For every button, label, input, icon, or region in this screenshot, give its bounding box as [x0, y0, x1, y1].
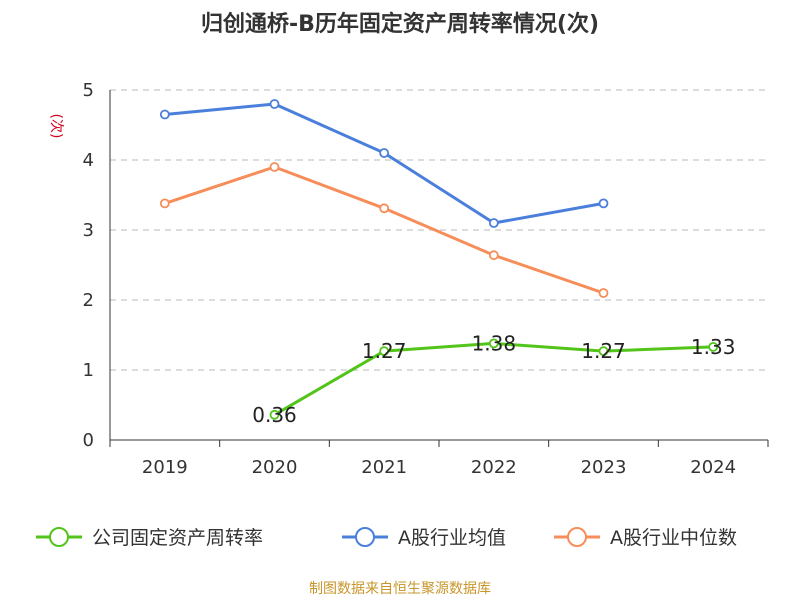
axes: 0 1 2 3 4 5 2019 2020 2021 2022 2023 2024 (次): [48, 80, 769, 478]
data-point: [159, 198, 170, 209]
data-point: [598, 288, 609, 298]
x-tick-label: 2024: [690, 457, 736, 478]
data-label: 1.27: [581, 339, 626, 363]
data-point: [488, 338, 499, 349]
legend-label: A股行业中位数: [610, 527, 737, 549]
y-tick-label: 5: [83, 80, 94, 101]
legend-marker: [49, 527, 69, 547]
grid-lines: [110, 89, 768, 371]
y-tick-label: 0: [83, 430, 94, 451]
data-label: 0.36: [252, 403, 297, 427]
series-line: [164, 165, 604, 295]
data-label: 1.33: [691, 335, 736, 359]
legend-label: 公司固定资产周转率: [92, 527, 263, 549]
y-tick-label: 1: [83, 360, 94, 381]
series-group: [159, 99, 719, 420]
data-labels: 0.36 1.27 1.38 1.27 1.33: [252, 331, 735, 426]
source-footer: 制图数据来自恒生聚源数据库: [309, 581, 491, 597]
x-tick-label: 2020: [252, 457, 298, 478]
data-point: [379, 148, 390, 158]
y-tick-label: 2: [83, 290, 94, 311]
data-point: [269, 99, 280, 109]
legend-label: A股行业均值: [398, 527, 506, 549]
legend: 公司固定资产周转率 A股行业均值 A股行业中位数: [36, 527, 737, 549]
x-tick-label: 2019: [142, 457, 188, 478]
data-point: [488, 218, 499, 228]
data-point: [598, 198, 609, 209]
chart-title: 归创通桥-B历年固定资产周转率情况(次): [200, 12, 599, 37]
x-tick-label: 2021: [361, 457, 407, 478]
data-point: [269, 409, 280, 420]
data-point: [379, 346, 390, 357]
y-tick-label: 4: [83, 150, 94, 171]
data-label: 1.38: [472, 331, 517, 355]
y-axis-label: (次): [48, 114, 64, 139]
x-tick-label: 2023: [581, 457, 627, 478]
legend-marker: [355, 527, 375, 547]
data-label: 1.27: [362, 339, 407, 363]
legend-marker: [567, 527, 587, 547]
data-point: [159, 109, 170, 120]
data-point: [269, 162, 280, 172]
data-point: [488, 250, 499, 261]
data-point: [708, 341, 719, 352]
data-point: [598, 346, 609, 357]
y-tick-label: 3: [83, 220, 94, 241]
x-tick-label: 2022: [471, 457, 517, 478]
data-point: [379, 203, 390, 214]
